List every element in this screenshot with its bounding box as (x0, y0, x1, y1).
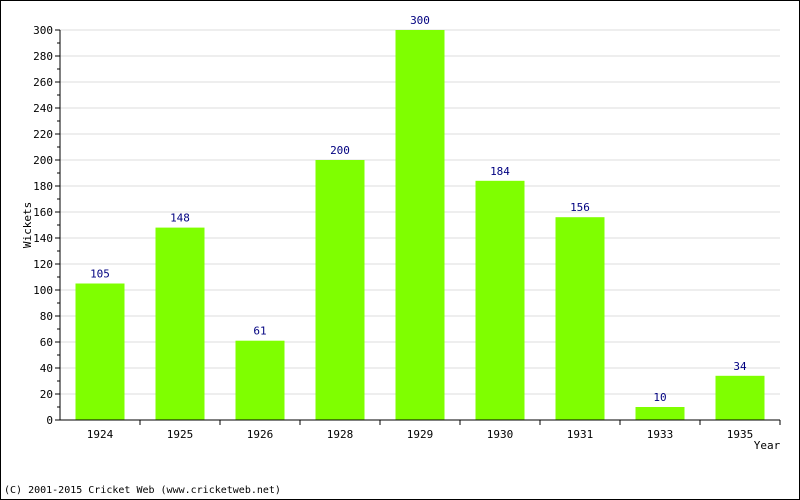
y-tick-label-280: 280 (33, 50, 53, 63)
y-tick-label-200: 200 (33, 154, 53, 167)
x-tick-label-1935: 1935 (727, 428, 754, 441)
x-tick-label-1929: 1929 (407, 428, 434, 441)
bars (75, 30, 765, 420)
y-tick-label-260: 260 (33, 76, 53, 89)
bar-1926 (235, 340, 285, 420)
y-tick-label-240: 240 (33, 102, 53, 115)
y-tick-label-220: 220 (33, 128, 53, 141)
data-label-1924: 105 (90, 268, 110, 281)
data-label-1933: 10 (653, 391, 666, 404)
bar-1924 (75, 283, 125, 420)
y-tick-label-40: 40 (40, 362, 53, 375)
bar-1930 (475, 180, 525, 420)
bar-1935 (715, 375, 765, 420)
x-axis-label: Year (754, 439, 781, 452)
bar-1928 (315, 160, 365, 420)
y-tick-label-0: 0 (46, 414, 53, 427)
y-tick-label-180: 180 (33, 180, 53, 193)
bar-1929 (395, 30, 445, 420)
x-tick-label-1931: 1931 (567, 428, 594, 441)
bar-1931 (555, 217, 605, 420)
y-tick-label-120: 120 (33, 258, 53, 271)
bar-1933 (635, 407, 685, 420)
x-tick-label-1930: 1930 (487, 428, 514, 441)
x-tick-label-1924: 1924 (87, 428, 114, 441)
x-axis: 1924 1925 1926 1928 1929 1930 1931 1933 1935 (60, 419, 781, 441)
data-label-1935: 34 (733, 360, 747, 373)
data-label-1928: 200 (330, 144, 350, 157)
data-label-1926: 61 (253, 325, 266, 338)
data-label-1925: 148 (170, 212, 190, 225)
y-tick-label-80: 80 (40, 310, 53, 323)
x-tick-label-1933: 1933 (647, 428, 674, 441)
data-label-1931: 156 (570, 201, 590, 214)
x-tick-label-1926: 1926 (247, 428, 274, 441)
y-tick-label-160: 160 (33, 206, 53, 219)
x-tick-label-1925: 1925 (167, 428, 194, 441)
y-tick-label-100: 100 (33, 284, 53, 297)
y-axis-label: Wickets (21, 202, 34, 248)
x-tick-label-1928: 1928 (327, 428, 354, 441)
data-label-1930: 184 (490, 165, 510, 178)
y-tick-label-60: 60 (40, 336, 53, 349)
y-tick-label-140: 140 (33, 232, 53, 245)
y-axis: 0 20 40 60 80 100 120 140 160 180 200 220 240 260 280 3… (33, 24, 61, 427)
y-tick-label-20: 20 (40, 388, 53, 401)
data-labels: 105 148 61 200 300 184 156 10 34 (90, 14, 747, 404)
data-label-1929: 300 (410, 14, 430, 27)
copyright-text: (C) 2001-2015 Cricket Web (www.cricketwe… (4, 485, 281, 496)
bar-1925 (155, 227, 205, 420)
y-tick-label-300: 300 (33, 24, 53, 37)
